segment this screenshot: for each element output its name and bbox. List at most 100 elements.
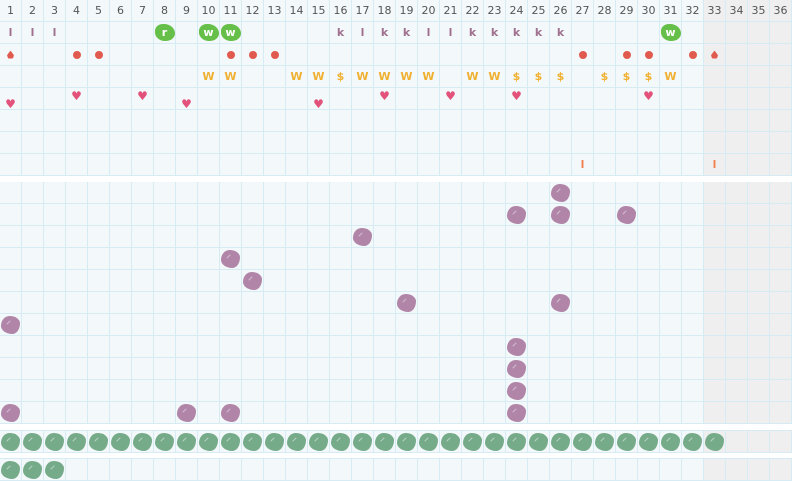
cell-col-30[interactable] — [638, 380, 660, 402]
cell-col-27[interactable]: l — [572, 154, 594, 176]
cell-col-17[interactable] — [352, 44, 374, 66]
green-piece[interactable] — [177, 432, 196, 451]
cell-col-33[interactable] — [704, 292, 726, 314]
cell-col-32[interactable] — [682, 22, 704, 44]
cell-col-4[interactable] — [66, 402, 88, 424]
purple-piece[interactable] — [243, 271, 262, 290]
cell-col-22[interactable] — [462, 132, 484, 154]
cell-col-17[interactable]: l — [352, 22, 374, 44]
cell-col-6[interactable] — [110, 66, 132, 88]
cell-col-11[interactable] — [220, 336, 242, 358]
cell-col-35[interactable] — [748, 88, 770, 110]
cell-col-4[interactable] — [66, 204, 88, 226]
cell-col-36[interactable] — [770, 44, 792, 66]
cell-col-29[interactable] — [616, 132, 638, 154]
cell-col-13[interactable] — [264, 110, 286, 132]
green-piece[interactable] — [331, 432, 350, 451]
cell-col-25[interactable] — [528, 336, 550, 358]
purple-piece[interactable] — [507, 381, 526, 400]
cell-col-32[interactable] — [682, 204, 704, 226]
cell-col-7[interactable] — [132, 402, 154, 424]
cell-col-25[interactable]: k — [528, 22, 550, 44]
cell-col-15[interactable] — [308, 402, 330, 424]
cell-col-2[interactable] — [22, 88, 44, 110]
cell-col-26[interactable]: $ — [550, 66, 572, 88]
cell-col-34[interactable] — [726, 182, 748, 204]
cell-col-29[interactable] — [616, 292, 638, 314]
cell-col-4[interactable] — [66, 154, 88, 176]
cell-col-21[interactable] — [440, 431, 462, 453]
green-piece[interactable] — [155, 432, 174, 451]
purple-piece[interactable] — [221, 403, 240, 422]
cell-col-26[interactable] — [550, 132, 572, 154]
cell-col-3[interactable] — [44, 132, 66, 154]
cell-col-5[interactable] — [88, 132, 110, 154]
cell-col-12[interactable] — [242, 154, 264, 176]
cell-col-16[interactable] — [330, 380, 352, 402]
cell-col-7[interactable] — [132, 226, 154, 248]
cell-col-36[interactable] — [770, 66, 792, 88]
cell-col-36[interactable] — [770, 336, 792, 358]
cell-col-32[interactable] — [682, 154, 704, 176]
cell-col-28[interactable] — [594, 431, 616, 453]
cell-col-20[interactable] — [418, 110, 440, 132]
green-piece[interactable] — [89, 432, 108, 451]
cell-col-11[interactable]: w — [220, 22, 242, 44]
cell-col-32[interactable] — [682, 88, 704, 110]
cell-col-11[interactable] — [220, 154, 242, 176]
cell-col-31[interactable]: W — [660, 66, 682, 88]
cell-col-5[interactable] — [88, 66, 110, 88]
cell-col-8[interactable] — [154, 248, 176, 270]
cell-col-2[interactable] — [22, 459, 44, 481]
cell-col-36[interactable] — [770, 431, 792, 453]
cell-col-33[interactable] — [704, 226, 726, 248]
cell-col-7[interactable]: ♥ — [132, 88, 154, 110]
cell-col-10[interactable] — [198, 459, 220, 481]
cell-col-13[interactable] — [264, 154, 286, 176]
cell-col-34[interactable] — [726, 314, 748, 336]
cell-col-10[interactable]: w — [198, 22, 220, 44]
cell-col-9[interactable] — [176, 402, 198, 424]
cell-col-22[interactable] — [462, 314, 484, 336]
cell-col-5[interactable] — [88, 358, 110, 380]
cell-col-34[interactable] — [726, 22, 748, 44]
cell-col-8[interactable] — [154, 132, 176, 154]
cell-col-24[interactable] — [506, 380, 528, 402]
cell-col-34[interactable] — [726, 66, 748, 88]
cell-col-8[interactable] — [154, 431, 176, 453]
cell-col-8[interactable] — [154, 226, 176, 248]
cell-col-33[interactable] — [704, 88, 726, 110]
cell-col-1[interactable] — [0, 182, 22, 204]
cell-col-13[interactable] — [264, 358, 286, 380]
cell-col-34[interactable] — [726, 88, 748, 110]
cell-col-19[interactable] — [396, 358, 418, 380]
cell-col-13[interactable] — [264, 380, 286, 402]
cell-col-25[interactable]: $ — [528, 66, 550, 88]
cell-col-24[interactable]: $ — [506, 66, 528, 88]
cell-col-34[interactable] — [726, 358, 748, 380]
cell-col-21[interactable] — [440, 402, 462, 424]
cell-col-22[interactable] — [462, 402, 484, 424]
cell-col-29[interactable] — [616, 459, 638, 481]
cell-col-10[interactable] — [198, 132, 220, 154]
cell-col-23[interactable] — [484, 44, 506, 66]
cell-col-34[interactable] — [726, 226, 748, 248]
cell-col-25[interactable] — [528, 110, 550, 132]
cell-col-31[interactable] — [660, 314, 682, 336]
cell-col-27[interactable] — [572, 182, 594, 204]
cell-col-21[interactable]: ♥ — [440, 88, 462, 110]
cell-col-15[interactable]: ♥ — [308, 88, 330, 111]
cell-col-21[interactable] — [440, 110, 462, 132]
cell-col-14[interactable] — [286, 402, 308, 424]
cell-col-14[interactable] — [286, 22, 308, 44]
cell-col-14[interactable] — [286, 44, 308, 66]
cell-col-36[interactable] — [770, 88, 792, 110]
cell-col-26[interactable] — [550, 110, 572, 132]
cell-col-35[interactable] — [748, 431, 770, 453]
cell-col-36[interactable] — [770, 380, 792, 402]
cell-col-18[interactable]: ♥ — [374, 88, 396, 110]
cell-col-6[interactable] — [110, 402, 132, 424]
green-piece[interactable] — [45, 432, 64, 451]
cell-col-1[interactable] — [0, 292, 22, 314]
cell-col-22[interactable] — [462, 292, 484, 314]
